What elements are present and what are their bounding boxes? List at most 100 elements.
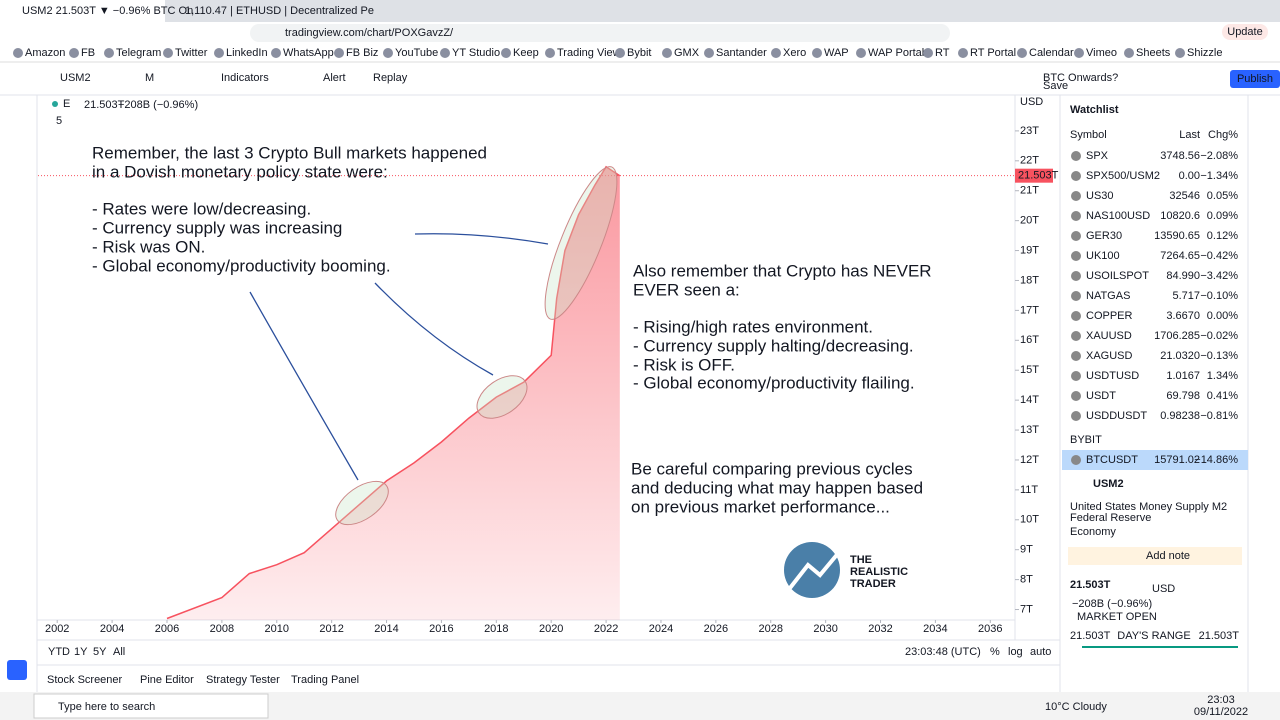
bookmark[interactable]: YT Studio [452, 47, 500, 59]
symbol[interactable]: USDTUSD [1086, 370, 1139, 382]
last: 7264.65 [1160, 250, 1200, 262]
search-placeholder[interactable]: Type here to search [58, 701, 155, 713]
bookmark[interactable]: RT Portal [970, 47, 1016, 59]
bookmark[interactable]: GMX [674, 47, 700, 59]
range-button[interactable]: All [113, 646, 125, 658]
symbol[interactable]: SPX [1086, 150, 1109, 162]
bookmark[interactable]: Keep [513, 47, 539, 59]
tab-title[interactable]: 1,110.47 | ETHUSD | Decentralized Pe [185, 5, 374, 17]
range-button[interactable]: YTD [48, 646, 70, 658]
symbol[interactable]: USOILSPOT [1086, 270, 1149, 282]
area-line [166, 165, 621, 620]
symbol-icon [1071, 391, 1081, 401]
publish-button[interactable] [1230, 70, 1280, 88]
alert[interactable]: Alert [323, 72, 346, 84]
bookmark[interactable]: FB Biz [346, 47, 378, 59]
symbol[interactable]: USDT [1086, 390, 1116, 402]
legend-dot [52, 101, 58, 107]
symbol-icon [1071, 211, 1081, 221]
panel-tab[interactable]: Stock Screener [47, 674, 123, 686]
x-tick-label: 2034 [923, 623, 947, 635]
symbol[interactable]: USM2 [60, 72, 91, 84]
symbol[interactable]: BTCUSDT [1086, 454, 1138, 466]
replay[interactable]: Replay [373, 72, 408, 84]
panel-tab[interactable]: Trading Panel [291, 674, 359, 686]
bookmark-icon [383, 48, 393, 58]
star-button[interactable] [7, 660, 27, 680]
bookmark[interactable]: Amazon [25, 47, 65, 59]
indicators[interactable]: Indicators [221, 72, 269, 84]
symbol[interactable]: GER30 [1086, 230, 1122, 242]
symbol-icon [1071, 271, 1081, 281]
symbol-icon [1071, 231, 1081, 241]
scale-option[interactable]: auto [1030, 646, 1051, 658]
bookmark-icon [214, 48, 224, 58]
bookmark[interactable]: Xero [783, 47, 806, 59]
layout[interactable]: BTC Onwards? [1043, 72, 1118, 84]
y-tick-label: 16T [1020, 334, 1039, 346]
interval[interactable]: M [145, 72, 154, 84]
symbol[interactable]: XAUUSD [1086, 330, 1132, 342]
y-tick-label: 15T [1020, 364, 1039, 376]
change: −2.08% [1200, 150, 1238, 162]
update-button[interactable] [1222, 24, 1268, 40]
bookmark[interactable]: Bybit [627, 47, 651, 59]
symbol[interactable]: SPX500/USM2 [1086, 170, 1160, 182]
bookmark[interactable]: Twitter [175, 47, 208, 59]
bookmark[interactable]: Shizzle [1187, 47, 1222, 59]
publish-label[interactable]: Publish [1237, 73, 1273, 85]
bookmark[interactable]: WAP Portal [868, 47, 924, 59]
bookmark[interactable]: YouTube [395, 47, 438, 59]
change: −3.42% [1200, 270, 1238, 282]
bookmark[interactable]: Telegram [116, 47, 161, 59]
bookmark[interactable]: WhatsApp [283, 47, 334, 59]
bookmark[interactable]: Sheets [1136, 47, 1171, 59]
last: 84.990 [1166, 270, 1200, 282]
bookmark-icon [923, 48, 933, 58]
change: 0.09% [1207, 210, 1238, 222]
add-note-box[interactable] [1068, 547, 1242, 565]
url[interactable]: tradingview.com/chart/POXGavzZ/ [285, 27, 454, 39]
add-note[interactable]: Add note [1146, 550, 1190, 562]
symbol[interactable]: UK100 [1086, 250, 1120, 262]
symbol[interactable]: US30 [1086, 190, 1114, 202]
tab-title[interactable]: USM2 21.503T ▼ −0.96% BTC On [22, 5, 193, 17]
x-tick-label: 2032 [868, 623, 892, 635]
detail-change: −208B (−0.96%) [1072, 598, 1152, 610]
symbol[interactable]: NATGAS [1086, 290, 1130, 302]
range-button[interactable]: 5Y [93, 646, 107, 658]
detail-price: 21.503T [1070, 579, 1111, 591]
annotation: Be careful comparing previous cycles [631, 459, 913, 478]
legend-value: 21.503T [84, 99, 125, 111]
range-button[interactable]: 1Y [74, 646, 88, 658]
search-box[interactable] [33, 693, 269, 719]
scale-option[interactable]: % [990, 646, 1000, 658]
bookmark[interactable]: Calendar [1029, 47, 1074, 59]
panel-tab[interactable]: Strategy Tester [206, 674, 280, 686]
active-tab[interactable] [0, 0, 165, 22]
bookmark[interactable]: WAP [824, 47, 849, 59]
update-label[interactable]: Update [1227, 26, 1262, 38]
bookmark[interactable]: FB [81, 47, 95, 59]
symbol[interactable]: COPPER [1086, 310, 1133, 322]
bookmark[interactable]: Vimeo [1086, 47, 1117, 59]
symbol[interactable]: NAS100USD [1086, 210, 1150, 222]
bookmark[interactable]: Trading View [557, 47, 621, 59]
y-tick-label: 20T [1020, 215, 1039, 227]
bookmark[interactable]: Santander [716, 47, 767, 59]
url-box[interactable] [250, 24, 950, 42]
y-tick-label: 22T [1020, 155, 1039, 167]
symbol[interactable]: XAGUSD [1086, 350, 1133, 362]
selected-row[interactable] [1062, 450, 1248, 470]
y-tick-label: 10T [1020, 514, 1039, 526]
last: 10820.6 [1160, 210, 1200, 222]
arrow [249, 291, 359, 481]
panel-tab[interactable]: Pine Editor [140, 674, 194, 686]
bookmark-icon [1124, 48, 1134, 58]
bookmark[interactable]: RT [935, 47, 950, 59]
section: BYBIT [1070, 434, 1102, 446]
symbol[interactable]: USDDUSDT [1086, 410, 1147, 422]
bookmark[interactable]: LinkedIn [226, 47, 268, 59]
scale-option[interactable]: log [1008, 646, 1023, 658]
drawings [249, 166, 847, 598]
